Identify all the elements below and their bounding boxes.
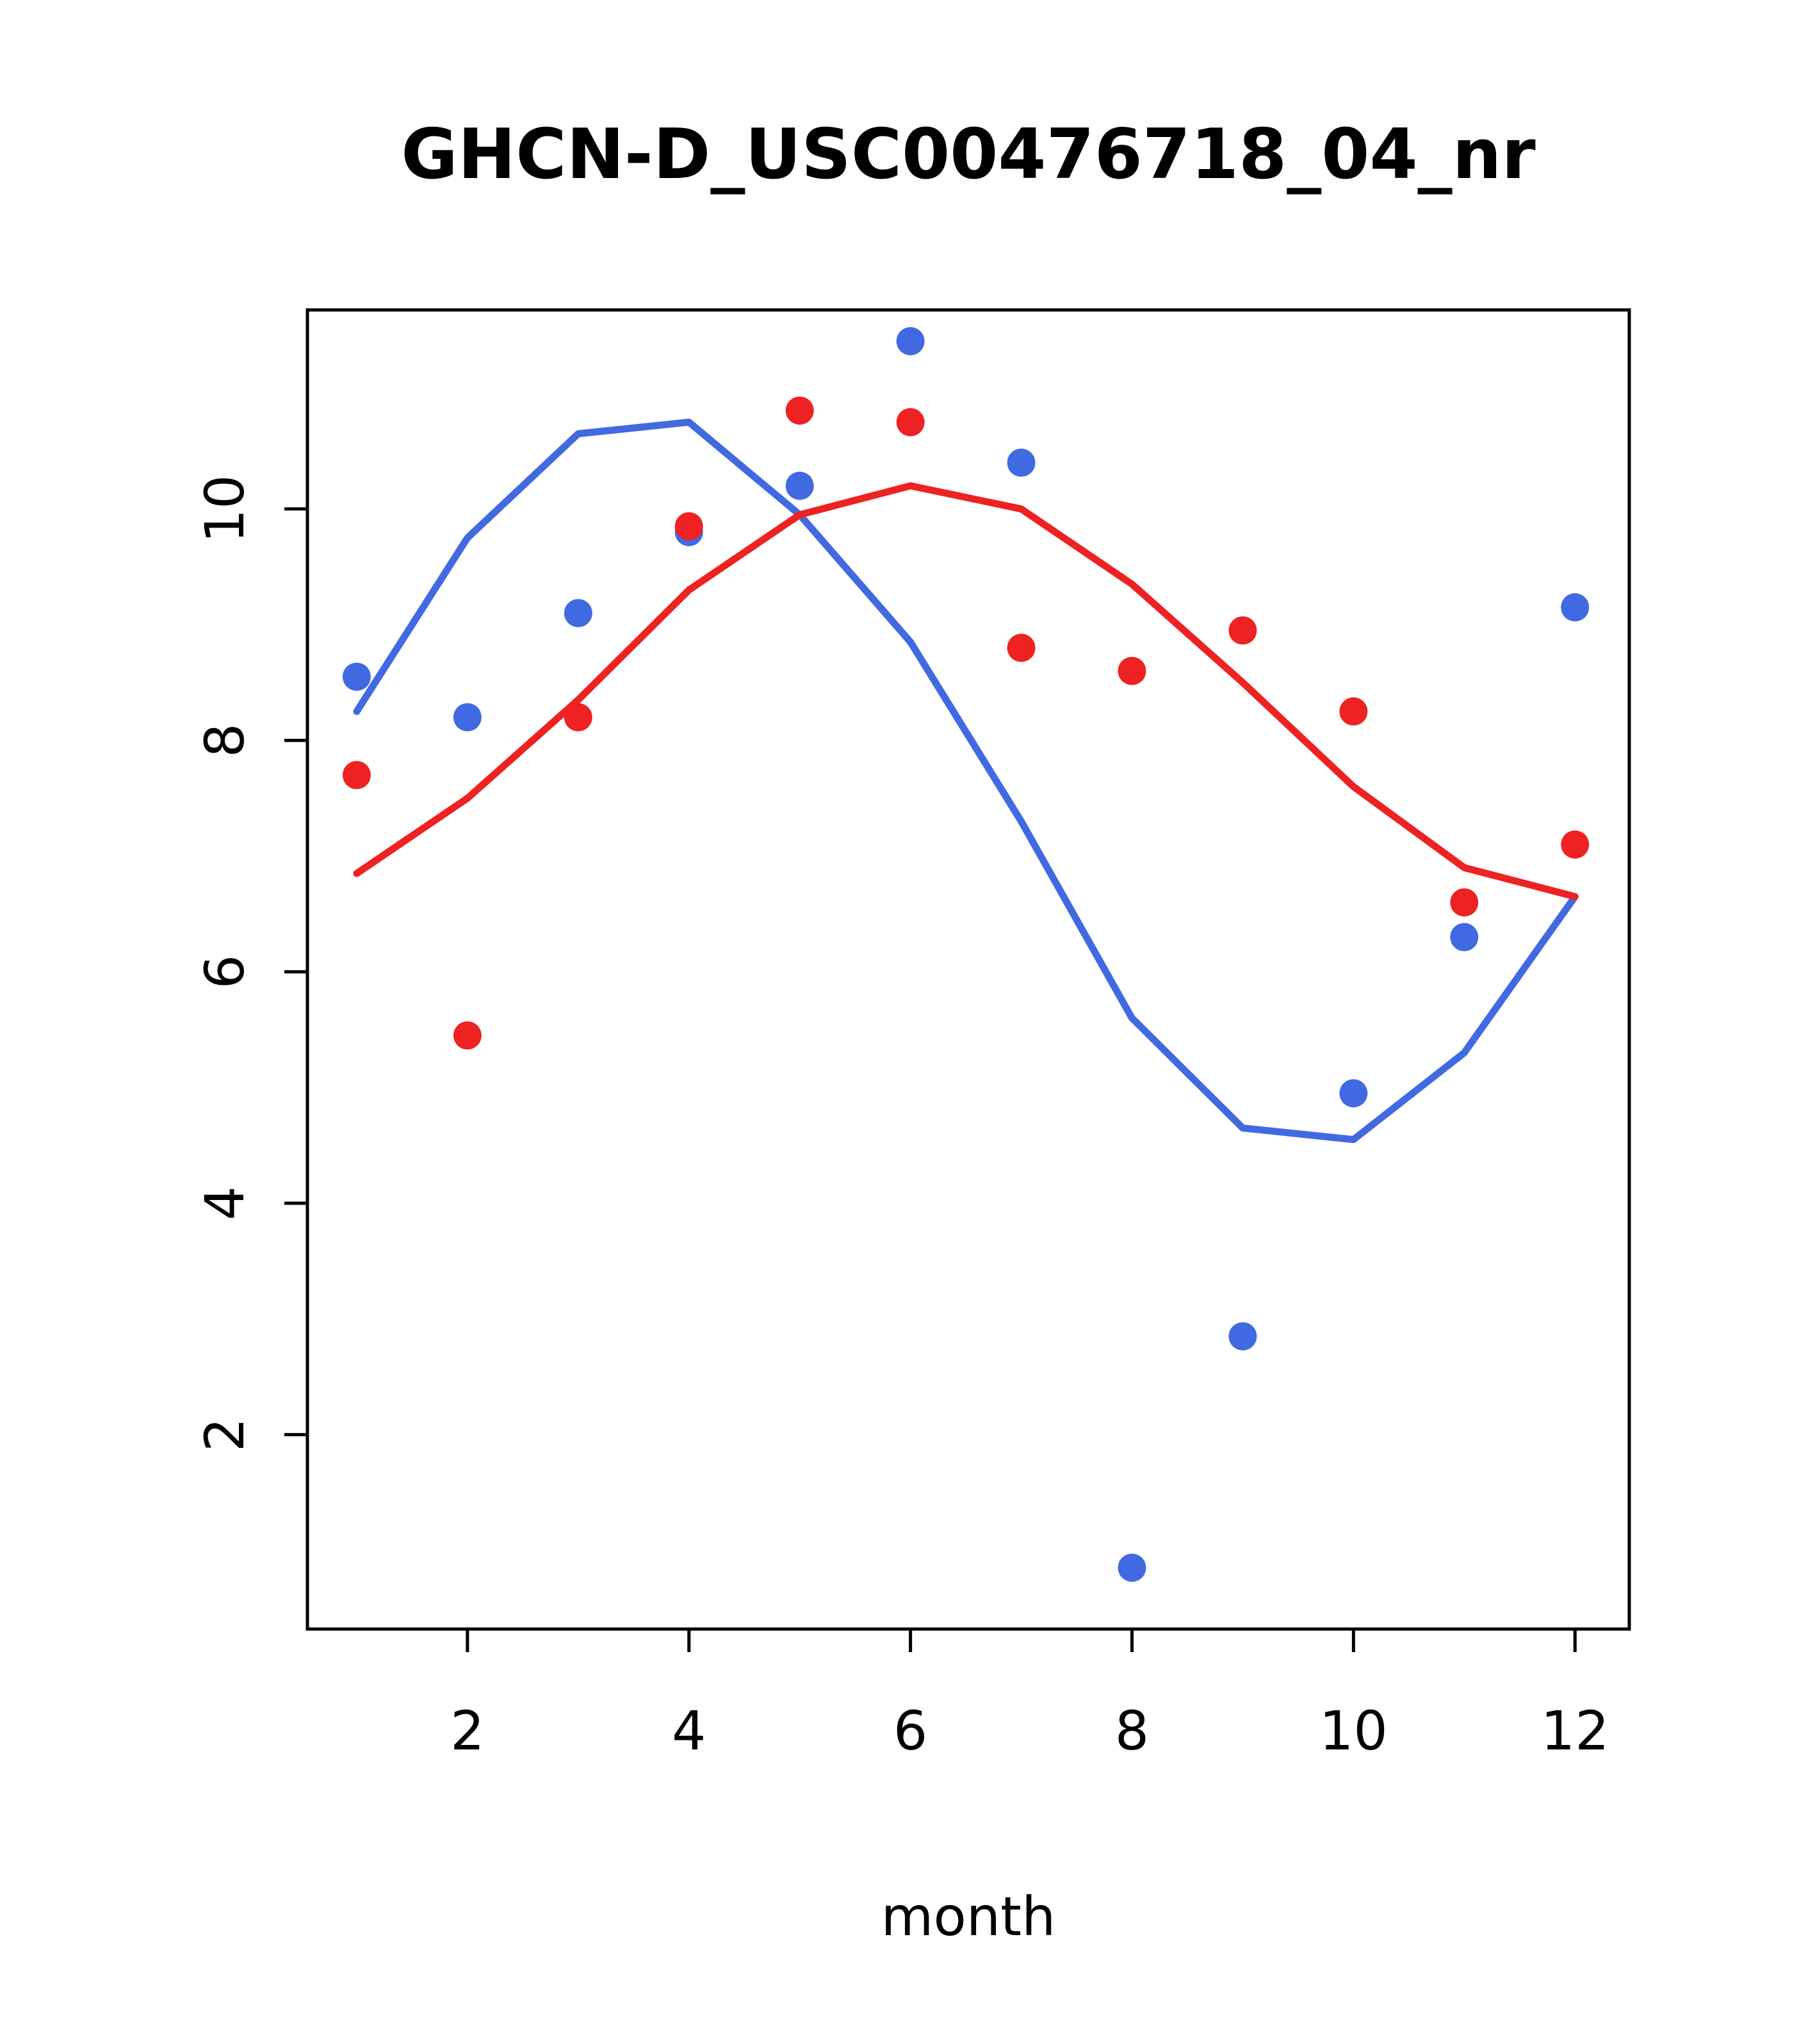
red-points-marker — [1450, 888, 1479, 917]
x-tick-label: 6 — [893, 1699, 927, 1762]
blue-points-marker — [896, 327, 925, 355]
blue-points-marker — [1228, 1322, 1257, 1350]
blue-points-marker — [564, 599, 592, 628]
y-tick-label: 10 — [193, 474, 256, 543]
red-trend-line — [353, 482, 1579, 900]
blue-points-marker — [1007, 448, 1036, 477]
blue-points-marker — [1118, 1553, 1146, 1582]
blue-points-marker — [785, 471, 814, 500]
blue-points-marker — [342, 662, 371, 691]
red-points-marker — [1561, 830, 1590, 859]
chart-title: GHCN-D_USC00476718_04_nr — [401, 115, 1536, 195]
x-tick-label: 2 — [450, 1699, 484, 1762]
x-tick-label: 12 — [1541, 1699, 1609, 1762]
red-points-marker — [785, 396, 814, 425]
red-points-marker — [453, 1021, 482, 1050]
blue-points-marker — [1339, 1079, 1368, 1108]
blue-points-marker — [1450, 923, 1479, 952]
plot-box — [305, 308, 1631, 1631]
red-points-marker — [342, 761, 371, 790]
x-tick-label: 4 — [672, 1699, 706, 1762]
y-tick-label: 4 — [193, 1186, 256, 1220]
red-points-marker — [1339, 697, 1368, 726]
x-tick-label: 10 — [1319, 1699, 1388, 1762]
red-points-marker — [1007, 633, 1036, 662]
blue-points-marker — [453, 703, 482, 732]
plot-area: 2 4 6 8 10 12 2 4 6 8 10 — [193, 308, 1631, 1762]
red-points-marker — [896, 408, 925, 437]
y-tick-label: 8 — [193, 723, 256, 757]
red-points-marker — [1228, 616, 1257, 645]
x-axis-label: month — [881, 1885, 1056, 1948]
red-points-marker — [1118, 656, 1146, 685]
x-tick-label: 8 — [1115, 1699, 1149, 1762]
blue-points-marker — [1561, 593, 1590, 622]
y-tick-label: 6 — [193, 955, 256, 989]
red-points-marker — [564, 703, 592, 732]
y-tick-label: 2 — [193, 1418, 256, 1452]
red-points-marker — [674, 512, 703, 540]
blue-trend-line — [353, 418, 1579, 1144]
